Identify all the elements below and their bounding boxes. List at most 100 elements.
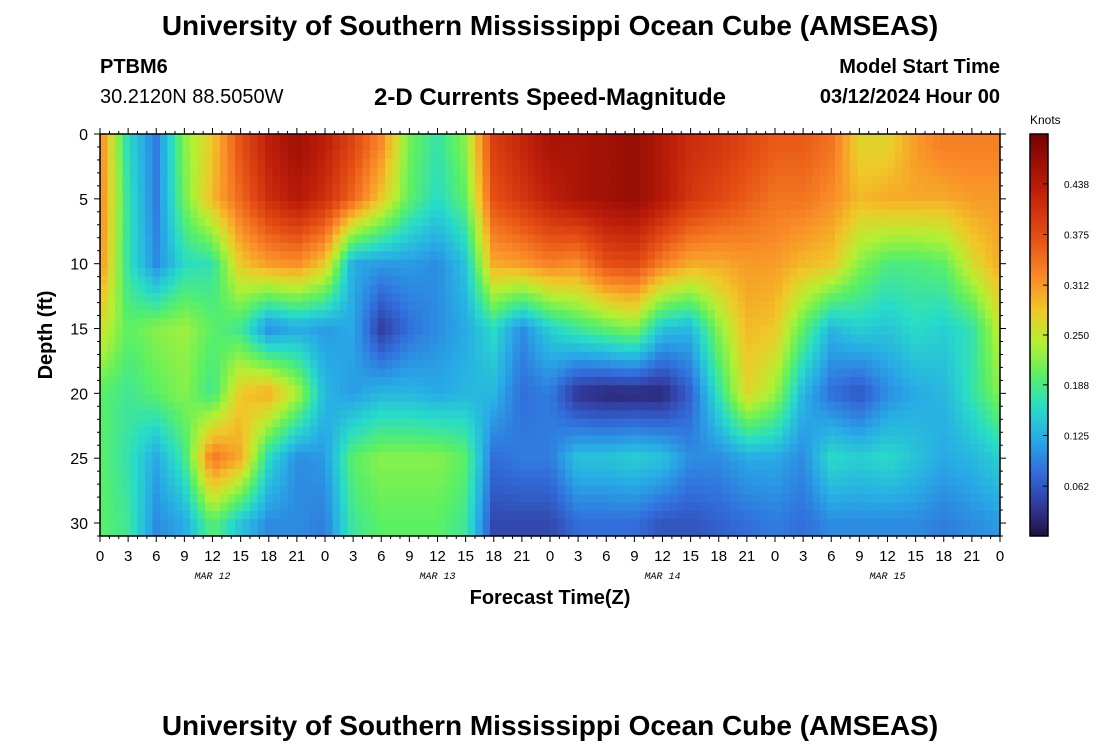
- heatmap-cell: [220, 326, 229, 336]
- heatmap-cell: [122, 293, 131, 303]
- heatmap-cell: [152, 385, 161, 395]
- heatmap-cell: [812, 226, 821, 236]
- heatmap-cell: [377, 494, 386, 504]
- heatmap-cell: [452, 510, 461, 520]
- heatmap-cell: [415, 343, 424, 353]
- heatmap-cell: [302, 452, 311, 462]
- heatmap-cell: [302, 494, 311, 504]
- heatmap-cell: [572, 410, 581, 420]
- heatmap-cell: [617, 142, 626, 152]
- heatmap-cell: [167, 427, 176, 437]
- heatmap-cell: [167, 276, 176, 286]
- heatmap-cell: [407, 376, 416, 386]
- heatmap-cell: [827, 502, 836, 512]
- heatmap-cell: [430, 385, 439, 395]
- heatmap-cell: [775, 284, 784, 294]
- heatmap-cell: [625, 393, 634, 403]
- heatmap-cell: [227, 259, 236, 269]
- heatmap-cell: [167, 251, 176, 261]
- heatmap-cell: [175, 326, 184, 336]
- heatmap-cell: [475, 318, 484, 328]
- heatmap-cell: [137, 326, 146, 336]
- heatmap-cell: [820, 268, 829, 277]
- heatmap-cell: [400, 477, 409, 487]
- heatmap-cell: [460, 242, 469, 252]
- heatmap-cell: [160, 293, 169, 303]
- heatmap-cell: [625, 309, 634, 319]
- heatmap-cell: [122, 326, 131, 336]
- heatmap-cell: [152, 494, 161, 504]
- heatmap-cell: [445, 134, 454, 143]
- heatmap-cell: [827, 159, 836, 169]
- heatmap-cell: [235, 393, 244, 403]
- heatmap-cell: [377, 142, 386, 152]
- heatmap-cell: [662, 393, 671, 403]
- heatmap-cell: [520, 402, 529, 411]
- heatmap-cell: [805, 150, 814, 160]
- heatmap-cell: [842, 226, 851, 236]
- heatmap-cell: [332, 343, 341, 353]
- heatmap-cell: [857, 418, 866, 428]
- heatmap-cell: [722, 201, 731, 210]
- heatmap-cell: [385, 259, 394, 269]
- heatmap-cell: [340, 351, 349, 361]
- heatmap-cell: [812, 385, 821, 395]
- heatmap-cell: [617, 527, 626, 536]
- heatmap-cell: [775, 167, 784, 177]
- heatmap-cell: [437, 242, 446, 252]
- heatmap-cell: [205, 268, 214, 277]
- heatmap-cell: [745, 284, 754, 294]
- heatmap-cell: [805, 368, 814, 378]
- heatmap-cell: [392, 443, 401, 453]
- heatmap-cell: [295, 469, 304, 478]
- heatmap-cell: [385, 242, 394, 252]
- heatmap-cell: [737, 376, 746, 386]
- heatmap-cell: [272, 184, 281, 194]
- heatmap-cell: [842, 393, 851, 403]
- heatmap-cell: [580, 259, 589, 269]
- heatmap-cell: [257, 175, 266, 185]
- heatmap-cell: [745, 192, 754, 202]
- heatmap-cell: [415, 242, 424, 252]
- heatmap-cell: [257, 469, 266, 478]
- heatmap-cell: [527, 477, 536, 487]
- heatmap-cell: [340, 309, 349, 319]
- heatmap-cell: [235, 510, 244, 520]
- heatmap-cell: [265, 435, 274, 445]
- heatmap-cell: [242, 184, 251, 194]
- heatmap-cell: [287, 167, 296, 177]
- heatmap-cell: [100, 335, 109, 344]
- heatmap-cell: [160, 343, 169, 353]
- heatmap-cell: [842, 418, 851, 428]
- heatmap-cell: [100, 276, 109, 286]
- heatmap-cell: [745, 318, 754, 328]
- heatmap-cell: [400, 402, 409, 411]
- heatmap-cell: [220, 268, 229, 277]
- heatmap-cell: [265, 184, 274, 194]
- heatmap-cell: [580, 452, 589, 462]
- heatmap-cell: [872, 385, 881, 395]
- heatmap-cell: [842, 460, 851, 470]
- heatmap-cell: [677, 259, 686, 269]
- heatmap-cell: [512, 402, 521, 411]
- heatmap-cell: [430, 284, 439, 294]
- heatmap-cell: [662, 184, 671, 194]
- heatmap-cell: [130, 134, 139, 143]
- heatmap-cell: [685, 276, 694, 286]
- heatmap-cell: [730, 192, 739, 202]
- heatmap-cell: [820, 150, 829, 160]
- heatmap-cell: [422, 477, 431, 487]
- heatmap-cell: [587, 477, 596, 487]
- heatmap-cell: [220, 134, 229, 143]
- heatmap-cell: [775, 360, 784, 370]
- heatmap-cell: [662, 276, 671, 286]
- heatmap-cell: [632, 460, 641, 470]
- heatmap-cell: [685, 167, 694, 177]
- heatmap-cell: [715, 452, 724, 462]
- heatmap-cell: [865, 234, 874, 244]
- heatmap-cell: [107, 301, 116, 311]
- heatmap-cell: [490, 435, 499, 445]
- heatmap-cell: [595, 502, 604, 512]
- heatmap-cell: [625, 443, 634, 453]
- heatmap-cell: [100, 217, 109, 227]
